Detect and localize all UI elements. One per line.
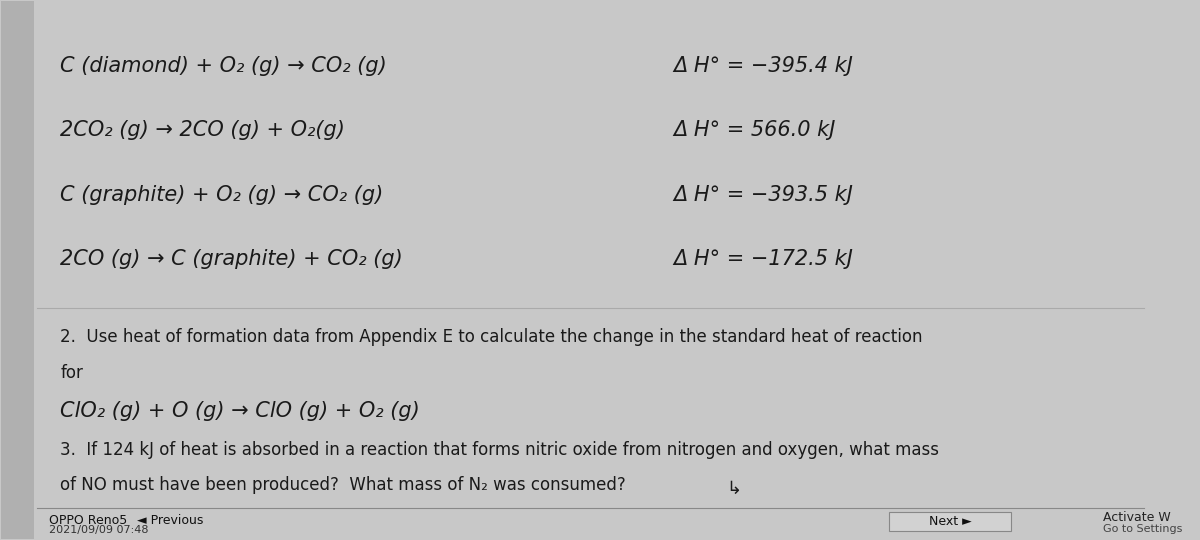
Text: 2CO₂ (g) → 2CO (g) + O₂(g): 2CO₂ (g) → 2CO (g) + O₂(g) — [60, 120, 346, 140]
Text: C (graphite) + O₂ (g) → CO₂ (g): C (graphite) + O₂ (g) → CO₂ (g) — [60, 185, 384, 205]
Text: 2021/09/09 07:48: 2021/09/09 07:48 — [48, 525, 148, 535]
Text: C (diamond) + O₂ (g) → CO₂ (g): C (diamond) + O₂ (g) → CO₂ (g) — [60, 56, 388, 76]
Text: for: for — [60, 364, 83, 382]
FancyBboxPatch shape — [1, 2, 35, 538]
Text: Δ H° = −172.5 kJ: Δ H° = −172.5 kJ — [673, 249, 853, 269]
Text: Δ H° = −395.4 kJ: Δ H° = −395.4 kJ — [673, 56, 853, 76]
Text: Next ►: Next ► — [929, 515, 971, 528]
Text: ClO₂ (g) + O (g) → ClO (g) + O₂ (g): ClO₂ (g) + O (g) → ClO (g) + O₂ (g) — [60, 401, 420, 421]
Text: ↳: ↳ — [726, 480, 742, 498]
Text: Δ H° = −393.5 kJ: Δ H° = −393.5 kJ — [673, 185, 853, 205]
Text: 2CO (g) → C (graphite) + CO₂ (g): 2CO (g) → C (graphite) + CO₂ (g) — [60, 249, 403, 269]
FancyBboxPatch shape — [889, 512, 1012, 531]
Text: 2.  Use heat of formation data from Appendix E to calculate the change in the st: 2. Use heat of formation data from Appen… — [60, 328, 923, 346]
Text: Δ H° = 566.0 kJ: Δ H° = 566.0 kJ — [673, 120, 835, 140]
Text: ◄ Previous: ◄ Previous — [137, 515, 203, 528]
Text: 3.  If 124 kJ of heat is absorbed in a reaction that forms nitric oxide from nit: 3. If 124 kJ of heat is absorbed in a re… — [60, 441, 940, 459]
Text: OPPO Reno5: OPPO Reno5 — [48, 515, 127, 528]
Text: Go to Settings: Go to Settings — [1103, 524, 1182, 534]
Text: of NO must have been produced?  What mass of N₂ was consumed?: of NO must have been produced? What mass… — [60, 476, 626, 494]
Text: Activate W: Activate W — [1103, 511, 1171, 524]
